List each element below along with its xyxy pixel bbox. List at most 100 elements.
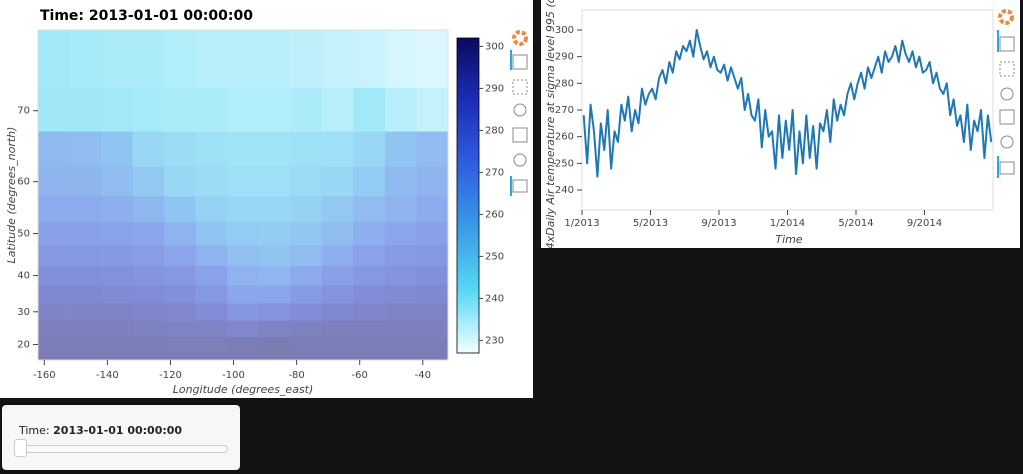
heatmap-cell bbox=[38, 265, 70, 286]
heatmap-cell bbox=[290, 195, 323, 223]
heatmap-cell bbox=[227, 336, 260, 353]
heatmap-cell bbox=[384, 30, 417, 89]
heatmap-cell bbox=[101, 195, 134, 223]
heatmap-cell bbox=[290, 265, 323, 286]
heatmap-cell bbox=[38, 87, 70, 132]
heatmap-cell bbox=[38, 195, 70, 223]
heatmap-cell bbox=[132, 320, 165, 337]
box-zoom-tool[interactable] bbox=[512, 79, 528, 95]
heatmap-cell bbox=[164, 87, 197, 132]
hover-tool[interactable] bbox=[512, 179, 528, 193]
heatmap-cell bbox=[195, 303, 228, 321]
heatmap-cell bbox=[101, 221, 134, 246]
heatmap-cell bbox=[227, 30, 260, 89]
heatmap-cell bbox=[101, 265, 134, 286]
heatmap-cell bbox=[353, 320, 386, 337]
y-tick-label: 240 bbox=[555, 185, 574, 196]
colorbar-tick-label: 280 bbox=[485, 125, 504, 136]
heatmap-cell bbox=[258, 352, 291, 361]
heatmap-cell bbox=[290, 221, 323, 246]
slider-label: Time: bbox=[19, 424, 50, 437]
wheel-zoom-tool[interactable] bbox=[1000, 87, 1014, 101]
heatmap-cell bbox=[164, 320, 197, 337]
colorbar-tick-label: 230 bbox=[485, 335, 504, 346]
heatmap-cell bbox=[38, 30, 70, 89]
heatmap-cell bbox=[227, 166, 260, 197]
heatmap-cell bbox=[321, 285, 354, 304]
hover-tool[interactable] bbox=[999, 161, 1015, 175]
heatmap-cell bbox=[321, 166, 354, 197]
y-tick-label: 70 bbox=[17, 106, 30, 117]
heatmap-cell bbox=[38, 221, 70, 246]
slider-title: Time: 2013-01-01 00:00:00 bbox=[19, 424, 182, 437]
pan-tool[interactable] bbox=[999, 36, 1015, 52]
heatmap-cell bbox=[101, 244, 134, 267]
heatmap-cell bbox=[69, 195, 102, 223]
slider-track[interactable] bbox=[16, 445, 228, 453]
heatmap-cell bbox=[321, 195, 354, 223]
colorbar-tick-label: 260 bbox=[485, 209, 504, 220]
heatmap-cell bbox=[195, 221, 228, 246]
slider-handle[interactable] bbox=[14, 439, 27, 457]
heatmap-cell bbox=[69, 87, 102, 132]
heatmap-cell bbox=[164, 131, 197, 167]
heatmap-cell bbox=[416, 30, 449, 89]
toolbar bbox=[510, 30, 528, 196]
heatmap-cell bbox=[38, 352, 70, 361]
heatmap-cell bbox=[164, 221, 197, 246]
heatmap-cell bbox=[290, 320, 323, 337]
heatmap-cell bbox=[132, 303, 165, 321]
heatmap-cell bbox=[416, 166, 449, 197]
heatmap-cell bbox=[69, 303, 102, 321]
heatmap-cell bbox=[416, 244, 449, 267]
x-axis-label: Time bbox=[775, 233, 802, 246]
heatmap-cell bbox=[353, 221, 386, 246]
heatmap-cell bbox=[384, 131, 417, 167]
heatmap-cell bbox=[227, 352, 260, 361]
heatmap-cell bbox=[353, 131, 386, 167]
heatmap-cell bbox=[290, 285, 323, 304]
plot-frame bbox=[581, 9, 994, 211]
heatmap-cell bbox=[164, 30, 197, 89]
heatmap-cell bbox=[195, 166, 228, 197]
heatmap-cell bbox=[353, 265, 386, 286]
heatmap-cell bbox=[353, 195, 386, 223]
heatmap-cell bbox=[132, 30, 165, 89]
box-zoom-tool[interactable] bbox=[999, 61, 1015, 77]
active-indicator bbox=[997, 30, 999, 52]
reset-tool[interactable] bbox=[513, 153, 527, 167]
heatmap-cell bbox=[416, 265, 449, 286]
x-tick-label: 5/2013 bbox=[633, 218, 668, 229]
chart-title: Time: 2013-01-01 00:00:00 bbox=[40, 8, 253, 24]
heatmap-cell bbox=[353, 352, 386, 361]
heatmap-cell bbox=[227, 131, 260, 167]
toolbar bbox=[997, 9, 1015, 178]
heatmap-cell bbox=[258, 166, 291, 197]
x-axis-label: Longitude (degrees_east) bbox=[173, 383, 314, 396]
reset-tool[interactable] bbox=[1000, 135, 1014, 149]
heatmap-cell bbox=[416, 336, 449, 353]
active-indicator bbox=[997, 156, 999, 178]
heatmap-cell bbox=[258, 195, 291, 223]
x-tick-label: 9/2013 bbox=[701, 218, 736, 229]
heatmap-cell bbox=[258, 87, 291, 132]
wheel-zoom-tool[interactable] bbox=[513, 103, 527, 117]
heatmap-cell bbox=[164, 265, 197, 286]
heatmap-cell bbox=[258, 244, 291, 267]
heatmap-cell bbox=[416, 131, 449, 167]
heatmap-cell bbox=[290, 336, 323, 353]
heatmap-cell bbox=[164, 166, 197, 197]
heatmap-cell bbox=[416, 195, 449, 223]
colorbar-tick-label: 300 bbox=[485, 41, 504, 52]
heatmap-cell bbox=[195, 352, 228, 361]
heatmap-cell bbox=[132, 265, 165, 286]
save-tool[interactable] bbox=[999, 109, 1015, 125]
heatmap-cell bbox=[416, 87, 449, 132]
y-tick-label: 30 bbox=[17, 307, 30, 318]
x-tick-label: -160 bbox=[33, 370, 56, 381]
pan-tool[interactable] bbox=[512, 54, 528, 70]
heatmap-cell bbox=[69, 285, 102, 304]
heatmap-cell bbox=[416, 221, 449, 246]
save-tool[interactable] bbox=[512, 127, 528, 143]
heatmap-cell bbox=[69, 352, 102, 361]
